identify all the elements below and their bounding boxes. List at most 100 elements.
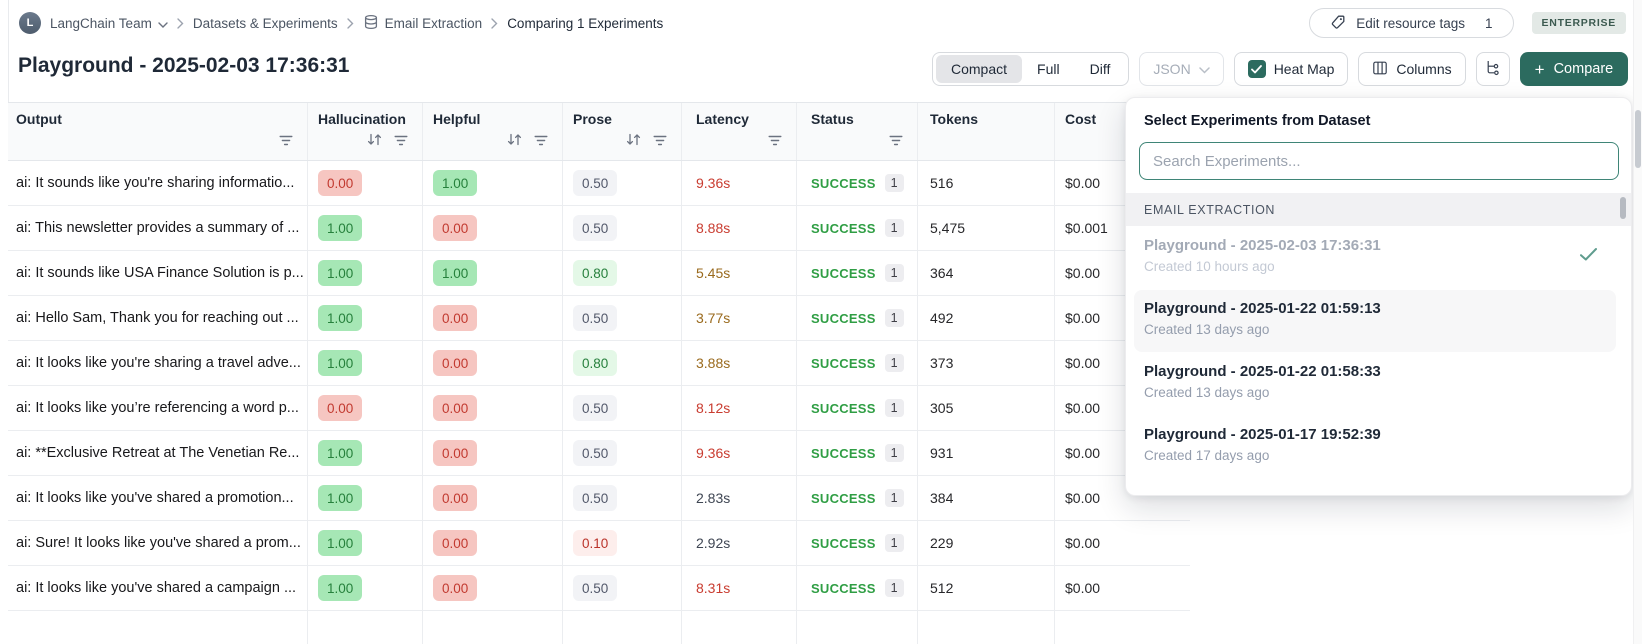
table-row[interactable]: ai: It looks like you’re referencing a w… [8, 386, 1190, 431]
sort-icon[interactable] [506, 133, 523, 151]
cell-prose: 0.50 [563, 296, 682, 340]
cost-value: $0.00 [1065, 355, 1101, 371]
experiment-option-title: Playground - 2025-01-17 19:52:39 [1144, 426, 1381, 443]
filter-icon[interactable] [768, 133, 782, 151]
column-header-latency[interactable]: Latency [682, 103, 797, 160]
cost-value: $0.00 [1065, 265, 1101, 281]
table-row[interactable]: ai: **Exclusive Retreat at The Venetian … [8, 431, 1190, 476]
view-mode-diff[interactable]: Diff [1075, 55, 1126, 83]
chevron-right-icon [491, 17, 498, 29]
table-row[interactable]: ai: It sounds like you're sharing inform… [8, 161, 1190, 206]
page-scrollbar[interactable] [1633, 0, 1642, 644]
column-header-prose[interactable]: Prose [563, 103, 682, 160]
table-body: ai: It sounds like you're sharing inform… [8, 161, 1190, 644]
output-text: ai: This newsletter provides a summary o… [16, 220, 300, 236]
experiment-option[interactable]: Playground - 2025-01-22 01:59:13 Created … [1134, 290, 1616, 352]
column-header-status[interactable]: Status [797, 103, 918, 160]
cell-status: SUCCESS 1 [797, 251, 918, 295]
cell-tokens: 5,475 [918, 206, 1055, 250]
table-header: Output Hallucination Helpful Prose Latency St… [8, 103, 1190, 161]
search-experiments-input[interactable] [1139, 142, 1619, 180]
helpful-score-badge: 1.00 [433, 260, 478, 286]
run-count-badge: 1 [884, 309, 904, 327]
view-mode-full[interactable]: Full [1022, 55, 1075, 83]
table-row[interactable]: ai: It sounds like USA Finance Solution … [8, 251, 1190, 296]
experiment-option[interactable]: Playground - 2025-01-22 01:58:33 Created … [1134, 353, 1616, 415]
team-switcher[interactable]: LangChain Team [50, 16, 168, 31]
sort-icon[interactable] [366, 133, 383, 151]
filter-icon[interactable] [534, 133, 548, 151]
table-row[interactable]: ai: This newsletter provides a summary o… [8, 206, 1190, 251]
filter-icon[interactable] [653, 133, 667, 151]
table-row[interactable]: ai: Sure! It looks like you've shared a … [8, 521, 1190, 566]
org-avatar[interactable]: L [19, 12, 41, 34]
filter-icon[interactable] [279, 133, 293, 151]
cell-status: SUCCESS 1 [797, 206, 918, 250]
sort-icon[interactable] [625, 133, 642, 151]
column-header-helpful[interactable]: Helpful [423, 103, 563, 160]
output-text: ai: It sounds like USA Finance Solution … [16, 265, 304, 281]
cell-helpful: 0.00 [423, 206, 563, 250]
cell-latency: 9.36s [682, 431, 797, 475]
run-count-badge: 1 [884, 219, 904, 237]
tokens-value: 373 [930, 355, 954, 371]
format-dropdown[interactable]: JSON [1139, 52, 1224, 86]
cell-hallucination: 0.00 [308, 161, 423, 205]
experiment-option[interactable]: Playground - 2025-02-03 17:36:31 Created … [1134, 227, 1616, 289]
table-row[interactable]: ai: It looks like you've shared a campai… [8, 566, 1190, 611]
cell-prose: 0.10 [563, 521, 682, 565]
cell-latency: 3.77s [682, 296, 797, 340]
column-header-output[interactable]: Output [8, 103, 308, 160]
filter-icon[interactable] [394, 133, 408, 151]
compare-button[interactable]: + Compare [1519, 52, 1629, 86]
table-row-partial[interactable] [8, 611, 1190, 644]
hallucination-score-badge: 0.00 [318, 170, 363, 196]
table-row[interactable]: ai: Hello Sam, Thank you for reaching ou… [8, 296, 1190, 341]
status-badge: SUCCESS [811, 490, 876, 506]
page-scrollbar-thumb[interactable] [1634, 110, 1641, 168]
filter-icon[interactable] [889, 133, 903, 151]
checkbox-checked-icon [1247, 60, 1266, 78]
helpful-score-badge: 1.00 [433, 170, 478, 196]
prose-score-badge: 0.50 [573, 440, 618, 466]
latency-value: 8.31s [696, 580, 731, 596]
output-text: ai: Hello Sam, Thank you for reaching ou… [16, 310, 299, 326]
column-header-hallucination[interactable]: Hallucination [308, 103, 423, 160]
database-icon [363, 14, 379, 33]
cell-tokens: 512 [918, 566, 1055, 610]
run-count-badge: 1 [884, 579, 904, 597]
prose-score-badge: 0.80 [573, 350, 618, 376]
experiment-picker-panel: Select Experiments from Dataset EMAIL EX… [1125, 97, 1632, 496]
latency-value: 2.83s [696, 490, 731, 506]
cell-output: ai: It looks like you’re referencing a w… [8, 386, 308, 430]
tag-icon [1330, 14, 1346, 33]
column-header-cost[interactable]: Cost [1055, 103, 1190, 160]
heat-map-label: Heat Map [1273, 61, 1335, 77]
experiment-option[interactable]: Playground - 2025-01-17 19:52:39 Created … [1134, 416, 1616, 478]
prose-score-badge: 0.50 [573, 215, 618, 241]
column-label: Latency [696, 111, 749, 127]
view-mode-compact[interactable]: Compact [936, 55, 1023, 83]
tree-view-button[interactable] [1475, 52, 1510, 86]
breadcrumb: L LangChain Team Datasets & Experiments … [19, 12, 663, 34]
breadcrumb-datasets[interactable]: Datasets & Experiments [192, 15, 338, 31]
column-label: Helpful [433, 111, 481, 127]
latency-value: 3.88s [696, 355, 731, 371]
breadcrumb-dataset[interactable]: Email Extraction [363, 14, 482, 33]
edit-resource-tags-button[interactable]: Edit resource tags 1 [1309, 8, 1514, 38]
columns-button[interactable]: Columns [1358, 52, 1466, 86]
cell-output: ai: Sure! It looks like you've shared a … [8, 521, 308, 565]
helpful-score-badge: 0.00 [433, 395, 478, 421]
cell-latency: 8.31s [682, 566, 797, 610]
columns-icon [1372, 60, 1388, 79]
table-row[interactable]: ai: It looks like you're sharing a trave… [8, 341, 1190, 386]
latency-value: 2.92s [696, 535, 731, 551]
table-row[interactable]: ai: It looks like you've shared a promot… [8, 476, 1190, 521]
list-scrollbar-thumb[interactable] [1620, 197, 1626, 219]
heat-map-toggle[interactable]: Heat Map [1233, 52, 1349, 86]
column-header-tokens[interactable]: Tokens [918, 103, 1055, 160]
status-badge: SUCCESS [811, 445, 876, 461]
run-count-badge: 1 [884, 399, 904, 417]
cell-hallucination: 1.00 [308, 296, 423, 340]
helpful-score-badge: 0.00 [433, 305, 478, 331]
